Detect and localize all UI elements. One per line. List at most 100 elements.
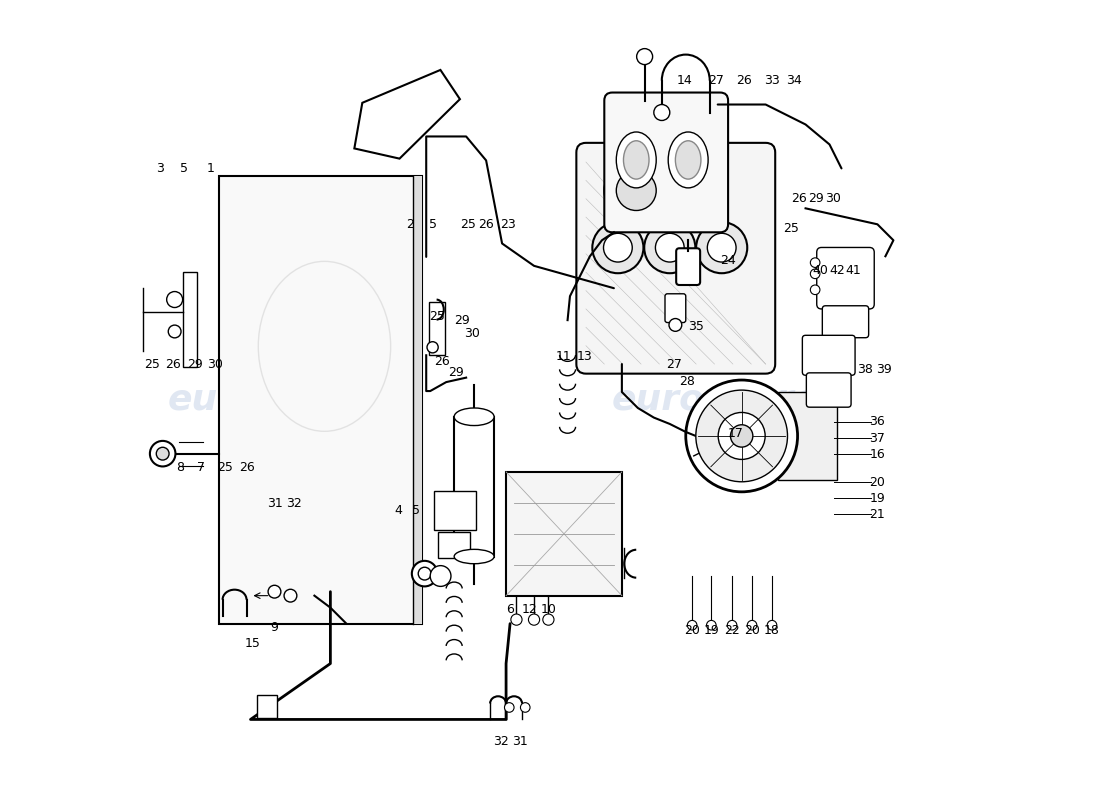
Text: 12: 12 (522, 602, 538, 616)
Text: 26: 26 (165, 358, 180, 370)
Circle shape (150, 441, 176, 466)
Text: 8: 8 (176, 462, 184, 474)
Text: 13: 13 (576, 350, 592, 362)
Text: 10: 10 (540, 602, 557, 616)
Text: 30: 30 (826, 192, 842, 206)
Circle shape (669, 318, 682, 331)
Text: 40: 40 (812, 264, 828, 277)
Bar (219, 176, 422, 624)
Circle shape (168, 325, 182, 338)
Text: 41: 41 (846, 264, 861, 277)
Text: 25: 25 (783, 222, 799, 234)
Circle shape (156, 447, 169, 460)
Circle shape (696, 390, 788, 482)
Text: 2: 2 (406, 218, 415, 231)
FancyBboxPatch shape (823, 306, 869, 338)
Circle shape (656, 234, 684, 262)
Text: 21: 21 (870, 508, 886, 521)
Text: 35: 35 (689, 320, 704, 333)
Text: 42: 42 (829, 264, 846, 277)
Text: 23: 23 (500, 218, 516, 231)
Text: 20: 20 (744, 623, 760, 637)
Text: 4: 4 (394, 504, 403, 517)
Circle shape (653, 105, 670, 121)
FancyBboxPatch shape (676, 248, 700, 285)
Text: 39: 39 (876, 363, 892, 376)
Text: 26: 26 (736, 74, 752, 87)
Text: 26: 26 (791, 192, 807, 206)
Text: 27: 27 (708, 74, 724, 87)
Circle shape (811, 258, 819, 267)
Text: 20: 20 (869, 476, 886, 489)
Text: 33: 33 (764, 74, 780, 87)
FancyBboxPatch shape (604, 93, 728, 232)
Circle shape (505, 702, 514, 712)
Text: 7: 7 (197, 462, 205, 474)
Text: 26: 26 (434, 355, 450, 368)
Circle shape (730, 425, 752, 447)
FancyBboxPatch shape (666, 294, 685, 322)
Text: 29: 29 (454, 314, 470, 326)
Text: 3: 3 (156, 162, 164, 175)
Text: 18: 18 (764, 623, 780, 637)
Text: 5: 5 (429, 218, 437, 231)
Circle shape (510, 614, 522, 626)
Text: 19: 19 (703, 623, 719, 637)
Circle shape (427, 342, 438, 353)
Circle shape (706, 621, 716, 630)
Circle shape (268, 586, 280, 598)
Circle shape (418, 567, 431, 580)
Text: 31: 31 (513, 734, 528, 747)
Text: 38: 38 (858, 363, 873, 376)
Circle shape (167, 291, 183, 307)
Circle shape (604, 158, 668, 222)
Circle shape (718, 413, 766, 459)
FancyBboxPatch shape (816, 247, 875, 309)
Text: 37: 37 (869, 432, 886, 445)
Text: 32: 32 (287, 498, 303, 510)
Text: 29: 29 (448, 366, 463, 378)
Bar (183, 271, 197, 367)
Text: 27: 27 (666, 358, 682, 370)
Text: 26: 26 (478, 218, 494, 231)
Circle shape (707, 234, 736, 262)
Circle shape (637, 49, 652, 65)
Bar (429, 302, 444, 355)
Bar (454, 417, 494, 557)
Circle shape (688, 621, 697, 630)
Circle shape (727, 621, 737, 630)
FancyBboxPatch shape (806, 373, 851, 407)
Text: eurospares: eurospares (168, 383, 396, 417)
Ellipse shape (624, 141, 649, 179)
Text: 14: 14 (676, 74, 692, 87)
Circle shape (811, 285, 819, 294)
Text: 11: 11 (556, 350, 572, 362)
Circle shape (604, 234, 632, 262)
Circle shape (542, 614, 554, 626)
Circle shape (592, 222, 644, 274)
Ellipse shape (675, 141, 701, 179)
Text: 24: 24 (720, 254, 736, 266)
FancyBboxPatch shape (802, 335, 855, 375)
Text: 25: 25 (144, 358, 161, 370)
Text: 31: 31 (266, 498, 283, 510)
Circle shape (685, 380, 797, 492)
Bar (412, 176, 422, 624)
Text: 30: 30 (464, 327, 480, 340)
Text: 20: 20 (684, 623, 700, 637)
Text: 1: 1 (207, 162, 215, 175)
Bar (434, 491, 475, 530)
Circle shape (430, 566, 451, 586)
Text: 29: 29 (187, 358, 202, 370)
Text: 15: 15 (245, 637, 261, 650)
Text: 17: 17 (727, 427, 744, 440)
Ellipse shape (616, 132, 657, 188)
Text: 25: 25 (460, 218, 475, 231)
Text: 22: 22 (724, 623, 740, 637)
Ellipse shape (454, 550, 494, 564)
Circle shape (411, 561, 438, 586)
Circle shape (696, 222, 747, 274)
Text: 5: 5 (411, 504, 420, 517)
FancyBboxPatch shape (576, 143, 775, 374)
Text: 9: 9 (271, 621, 278, 634)
